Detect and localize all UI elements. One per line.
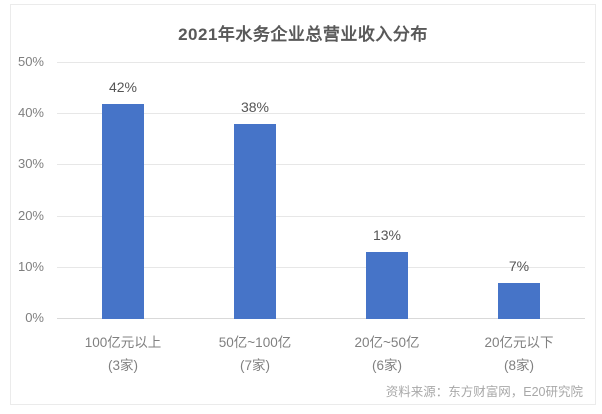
bar-group: 7%	[453, 63, 585, 319]
category-label-line2: (3家)	[108, 358, 138, 373]
bar	[234, 124, 276, 319]
chart-title: 2021年水务企业总营业收入分布	[178, 25, 428, 44]
bar-value-label: 42%	[108, 78, 138, 95]
chart-card: 2021年水务企业总营业收入分布 0% 10% 20% 30% 40% 50% 42% 38…	[10, 4, 596, 405]
bar-value-label: 7%	[508, 258, 530, 275]
category-label: 100亿元以上 (3家)	[57, 331, 189, 377]
category-label-line2: (8家)	[504, 358, 534, 373]
bar-series: 42% 38% 13% 7%	[57, 63, 585, 319]
bar	[366, 252, 408, 319]
gridlines	[57, 62, 585, 319]
bar-value-label: 38%	[240, 99, 270, 116]
gridline	[57, 113, 585, 115]
y-axis: 0% 10% 20% 30% 40% 50%	[11, 54, 44, 325]
gridline	[57, 62, 585, 63]
bar	[498, 283, 540, 319]
category-label-line1: 50亿~100亿	[218, 335, 292, 350]
y-tick-label: 0%	[25, 310, 44, 325]
category-label-line1: 100亿元以上	[84, 335, 162, 350]
category-label: 20亿~50亿 (6家)	[321, 331, 453, 377]
y-tick-label: 30%	[17, 156, 44, 172]
y-tick-label: 40%	[17, 105, 44, 121]
y-tick-label: 20%	[17, 207, 44, 223]
y-tick-label: 10%	[17, 258, 44, 274]
bar-group: 38%	[189, 63, 321, 319]
gridline	[57, 318, 585, 319]
bar-group: 13%	[321, 63, 453, 319]
bar	[102, 103, 144, 319]
gridline	[57, 266, 585, 268]
category-label-line2: (6家)	[372, 358, 402, 373]
category-label: 20亿元以下 (8家)	[453, 331, 585, 377]
category-label-line2: (7家)	[240, 358, 270, 373]
gridline	[57, 215, 585, 217]
bar-value-label: 13%	[372, 227, 402, 244]
category-label-line1: 20亿~50亿	[354, 335, 420, 350]
source-note: 资料来源：东方财富网，E20研究院	[385, 385, 583, 399]
category-label: 50亿~100亿 (7家)	[189, 331, 321, 377]
y-tick-label: 50%	[17, 54, 44, 69]
plot-area: 0% 10% 20% 30% 40% 50% 42% 38% 13% 7%	[11, 54, 595, 325]
category-label-line1: 20亿元以下	[484, 335, 554, 350]
bar-group: 42%	[57, 63, 189, 319]
x-axis-labels: 100亿元以上 (3家) 50亿~100亿 (7家) 20亿~50亿 (6家) 20亿元以下…	[57, 331, 585, 377]
gridline	[57, 164, 585, 166]
